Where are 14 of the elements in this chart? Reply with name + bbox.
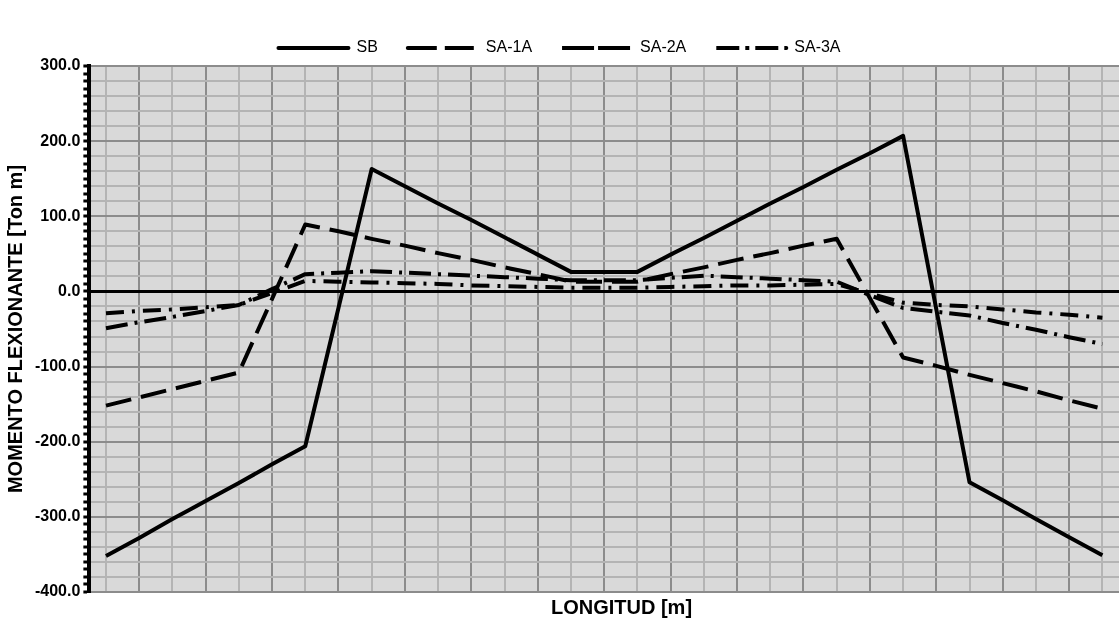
- y-tick-label: -300.0: [34, 507, 81, 525]
- x-axis-title: LONGITUD [m]: [549, 596, 694, 619]
- y-tick-label: -200.0: [34, 432, 81, 450]
- legend-label: SA-3A: [794, 38, 841, 56]
- y-tick-label: 300.0: [40, 56, 81, 74]
- y-tick-label: 200.0: [40, 131, 81, 149]
- legend-label: SB: [356, 38, 378, 56]
- y-tick-label: -100.0: [34, 356, 81, 374]
- y-axis-title: MOMENTO FLEXIONANTE [Ton m]: [3, 164, 26, 494]
- legend-label: SA-2A: [640, 38, 687, 56]
- y-tick-label: 100.0: [40, 206, 81, 224]
- legend-label: SA-1A: [485, 38, 533, 56]
- y-tick-label: 0.0: [58, 281, 81, 299]
- y-tick-label: -400.0: [34, 582, 81, 600]
